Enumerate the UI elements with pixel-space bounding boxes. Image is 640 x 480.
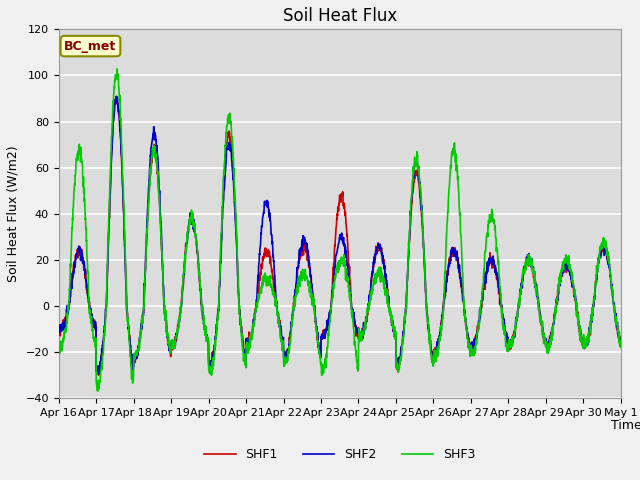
X-axis label: Time: Time xyxy=(611,419,640,432)
SHF2 xyxy=(356,334,364,340)
SHF1 xyxy=(356,333,364,338)
SHF3 xyxy=(617,344,625,350)
SHF1 xyxy=(55,328,63,334)
SHF3 xyxy=(94,388,102,394)
SHF1 xyxy=(617,335,625,341)
SHF2 xyxy=(568,273,575,278)
SHF3 xyxy=(113,66,121,72)
SHF1 xyxy=(504,341,511,347)
SHF3 xyxy=(584,334,591,339)
SHF3 xyxy=(55,348,63,353)
SHF2 xyxy=(55,329,63,335)
SHF3 xyxy=(356,336,364,342)
Text: BC_met: BC_met xyxy=(65,39,116,53)
SHF2 xyxy=(584,336,591,342)
Line: SHF3: SHF3 xyxy=(59,69,621,391)
SHF2 xyxy=(617,337,625,343)
SHF3 xyxy=(504,346,511,352)
SHF1 xyxy=(584,336,591,341)
SHF3 xyxy=(369,288,376,293)
SHF3 xyxy=(212,335,220,340)
SHF2 xyxy=(95,371,102,377)
SHF2 xyxy=(113,94,120,99)
SHF1 xyxy=(212,328,220,334)
Title: Soil Heat Flux: Soil Heat Flux xyxy=(283,7,397,25)
Legend: SHF1, SHF2, SHF3: SHF1, SHF2, SHF3 xyxy=(199,443,480,466)
SHF2 xyxy=(504,340,511,346)
SHF1 xyxy=(95,372,102,378)
Y-axis label: Soil Heat Flux (W/m2): Soil Heat Flux (W/m2) xyxy=(7,145,20,282)
Line: SHF1: SHF1 xyxy=(59,96,621,375)
SHF2 xyxy=(369,270,376,276)
SHF1 xyxy=(113,94,121,99)
SHF1 xyxy=(568,280,575,286)
SHF1 xyxy=(369,267,376,273)
Line: SHF2: SHF2 xyxy=(59,96,621,374)
SHF2 xyxy=(212,335,220,340)
SHF3 xyxy=(568,273,575,278)
